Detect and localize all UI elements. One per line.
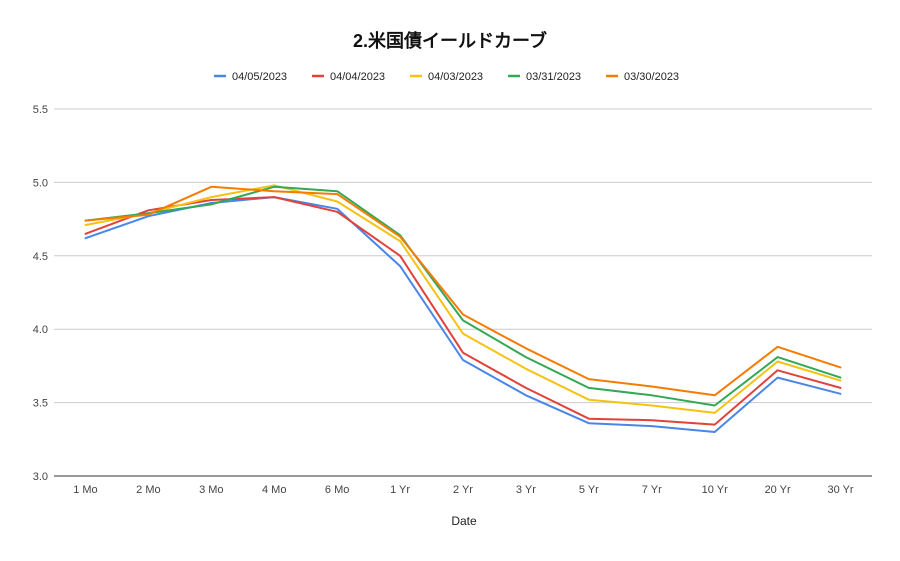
- legend-label: 03/31/2023: [526, 71, 581, 83]
- y-tick-label: 4.0: [33, 324, 48, 336]
- legend-label: 03/30/2023: [624, 71, 679, 83]
- x-tick-label: 3 Yr: [516, 484, 536, 496]
- series-line-0: [84, 196, 842, 433]
- x-tick-label: 1 Yr: [390, 484, 410, 496]
- legend-label: 04/05/2023: [232, 71, 287, 83]
- x-tick-label: 6 Mo: [325, 484, 349, 496]
- legend-item[interactable]: 03/30/2023: [606, 71, 679, 83]
- legend-item[interactable]: 04/03/2023: [410, 71, 483, 83]
- x-tick-label: 7 Yr: [642, 484, 662, 496]
- series-line-2: [84, 184, 842, 414]
- y-axis-ticks: 3.0 3.5 4.0 4.5 5.0 5.5: [33, 104, 48, 483]
- x-axis-label: Date: [451, 514, 477, 528]
- x-tick-label: 4 Mo: [262, 484, 286, 496]
- y-tick-label: 3.0: [33, 471, 48, 483]
- legend-label: 04/04/2023: [330, 71, 385, 83]
- legend-item[interactable]: 04/04/2023: [312, 71, 385, 83]
- y-tick-label: 5.5: [33, 104, 48, 116]
- x-tick-label: 10 Yr: [702, 484, 728, 496]
- x-tick-label: 5 Yr: [579, 484, 599, 496]
- x-tick-label: 30 Yr: [827, 484, 853, 496]
- x-axis-ticks: 1 Mo 2 Mo 3 Mo 4 Mo 6 Mo 1 Yr 2 Yr 3 Yr 5 Yr 7 Yr…: [73, 484, 854, 496]
- x-tick-label: 2 Mo: [136, 484, 160, 496]
- series-line-4: [84, 185, 842, 397]
- legend-item[interactable]: 03/31/2023: [508, 71, 581, 83]
- legend: 04/05/2023 04/04/2023 04/03/2023 03/31/2023…: [214, 71, 679, 83]
- x-tick-label: 3 Mo: [199, 484, 223, 496]
- series-lines: [84, 184, 842, 433]
- series-line-3: [84, 185, 842, 407]
- legend-item[interactable]: 04/05/2023: [214, 71, 287, 83]
- chart-title: 2.米国債イールドカーブ: [353, 30, 547, 51]
- y-tick-label: 4.5: [33, 251, 48, 263]
- x-tick-label: 2 Yr: [453, 484, 473, 496]
- grid-lines: [54, 108, 872, 477]
- x-tick-label: 1 Mo: [73, 484, 97, 496]
- legend-label: 04/03/2023: [428, 71, 483, 83]
- y-tick-label: 3.5: [33, 398, 48, 410]
- x-tick-label: 20 Yr: [765, 484, 791, 496]
- series-line-1: [84, 196, 842, 426]
- y-tick-label: 5.0: [33, 177, 48, 189]
